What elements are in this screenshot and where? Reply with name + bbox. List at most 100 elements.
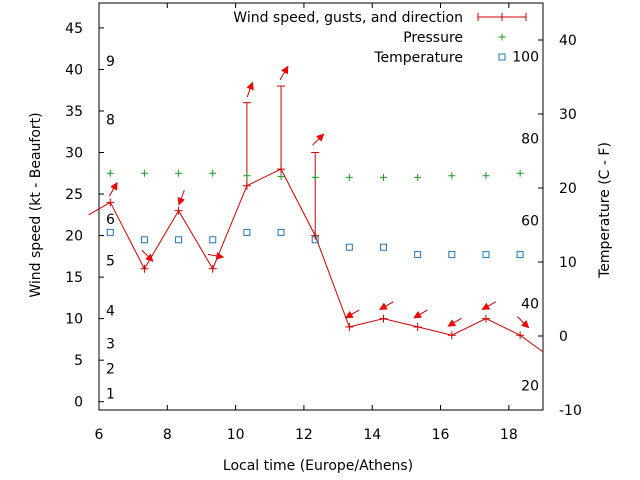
wind-direction-arrowhead	[379, 302, 388, 310]
pressure-point	[516, 169, 524, 177]
wind-direction-arrowhead	[246, 81, 254, 91]
beaufort-label: 9	[106, 54, 115, 70]
temperature-point	[516, 251, 524, 259]
wind-direction-arrowhead	[481, 302, 491, 310]
fahrenheit-label: 20	[521, 379, 539, 395]
pressure-point	[380, 173, 388, 181]
wind-direction-arrowhead	[215, 252, 225, 260]
wind-direction-arrowhead	[110, 181, 118, 191]
y2-tick-label: 20	[559, 181, 577, 197]
pressure-point	[345, 173, 353, 181]
wind-direction-arrowhead	[281, 65, 289, 75]
beaufort-label: 5	[106, 253, 115, 269]
fahrenheit-label: 80	[521, 131, 539, 147]
x-tick-label: 10	[227, 427, 245, 443]
wind-speed-point	[174, 206, 183, 215]
temperature-point	[345, 243, 353, 251]
y-tick-label: 20	[65, 229, 83, 245]
chart-series	[88, 65, 544, 353]
legend-label-temperature: Temperature	[373, 50, 463, 66]
y-tick-label: 40	[65, 62, 83, 78]
wind-speed-point	[140, 264, 149, 273]
temperature-point	[414, 251, 422, 259]
legend-swatch-pressure	[498, 33, 506, 41]
pressure-point	[482, 172, 490, 180]
wind-speed-point	[379, 314, 388, 323]
y2-tick-label: 0	[559, 329, 568, 345]
temperature-point	[106, 228, 114, 236]
beaufort-label: 3	[106, 337, 115, 353]
pressure-point	[243, 172, 251, 180]
legend-swatch-wind-ticks	[477, 13, 527, 21]
x-tick-label: 16	[432, 427, 450, 443]
legend-swatch-temperature	[498, 53, 506, 61]
beaufort-label: 8	[106, 112, 115, 128]
wind-speed-point	[481, 314, 490, 323]
temperature-point	[311, 236, 319, 244]
fahrenheit-label: 60	[521, 214, 539, 230]
pressure-point	[311, 173, 319, 181]
pressure-point	[175, 169, 183, 177]
wind-direction-arrowhead	[344, 310, 354, 319]
wind-speed-point	[345, 322, 354, 331]
y-tick-label: 45	[65, 21, 83, 37]
y-tick-label: 35	[65, 104, 83, 120]
temperature-point	[277, 228, 285, 236]
wind-direction-arrowhead	[177, 197, 185, 206]
temperature-point	[448, 251, 456, 259]
beaufort-label: 2	[106, 361, 115, 377]
x-tick-label: 18	[500, 427, 518, 443]
x-tick-label: 14	[363, 427, 381, 443]
beaufort-label: 4	[106, 303, 115, 319]
y2-tick-label: 30	[559, 107, 577, 123]
pressure-point	[414, 173, 422, 181]
temperature-point	[380, 243, 388, 251]
y2-tick-label: 40	[559, 33, 577, 49]
legend-label-pressure: Pressure	[403, 30, 463, 46]
wind-speed-point	[516, 331, 525, 340]
fahrenheit-label: 40	[521, 296, 539, 312]
x-tick-label: 8	[163, 427, 172, 443]
wind-direction-arrowhead	[145, 253, 154, 262]
chart-axes	[98, 2, 544, 411]
wind-speed-point	[447, 331, 456, 340]
beaufort-label: 6	[106, 212, 115, 228]
y-tick-label: 5	[74, 353, 83, 369]
temperature-point	[243, 228, 251, 236]
y2-tick-label: -10	[559, 403, 582, 419]
y-tick-label: 25	[65, 187, 83, 203]
temperature-point	[209, 236, 217, 244]
fahrenheit-label: 100	[512, 49, 539, 65]
temperature-point	[140, 236, 148, 244]
x-tick-label: 12	[295, 427, 313, 443]
y2-axis-label: Temperature (C - F)	[597, 142, 613, 279]
temperature-point	[482, 251, 490, 259]
y-tick-label: 0	[74, 395, 83, 411]
y2-tick-label: 10	[559, 255, 577, 271]
wind-direction-arrowhead	[315, 133, 325, 142]
plot-frame	[98, 2, 544, 411]
legend-label-wind: Wind speed, gusts, and direction	[233, 10, 463, 26]
pressure-point	[448, 172, 456, 180]
wind-speed-line	[88, 168, 544, 353]
chart-tick-labels: 6 8 10 12 14 16 18051015202530354045-100102030…	[65, 21, 582, 443]
pressure-point	[106, 169, 114, 177]
temperature-point	[175, 236, 183, 244]
wind-direction-arrowhead	[413, 310, 422, 319]
wind-direction-arrowhead	[447, 319, 457, 327]
y-tick-label: 30	[65, 146, 83, 162]
pressure-point	[140, 169, 148, 177]
beaufort-label: 1	[106, 386, 115, 402]
y-tick-label: 10	[65, 312, 83, 328]
wind-speed-point	[413, 322, 422, 331]
y-axis-label: Wind speed (kt - Beaufort)	[28, 112, 44, 297]
wind-speed-point	[106, 198, 115, 207]
x-tick-label: 6	[95, 427, 104, 443]
chart-legend: Wind speed, gusts, and direction Pressure…	[233, 10, 527, 66]
wind-speed-point	[208, 264, 217, 273]
wind-direction-arrowhead	[520, 320, 530, 329]
pressure-point	[277, 173, 285, 181]
pressure-point	[209, 169, 217, 177]
x-axis-label: Local time (Europe/Athens)	[223, 458, 413, 474]
